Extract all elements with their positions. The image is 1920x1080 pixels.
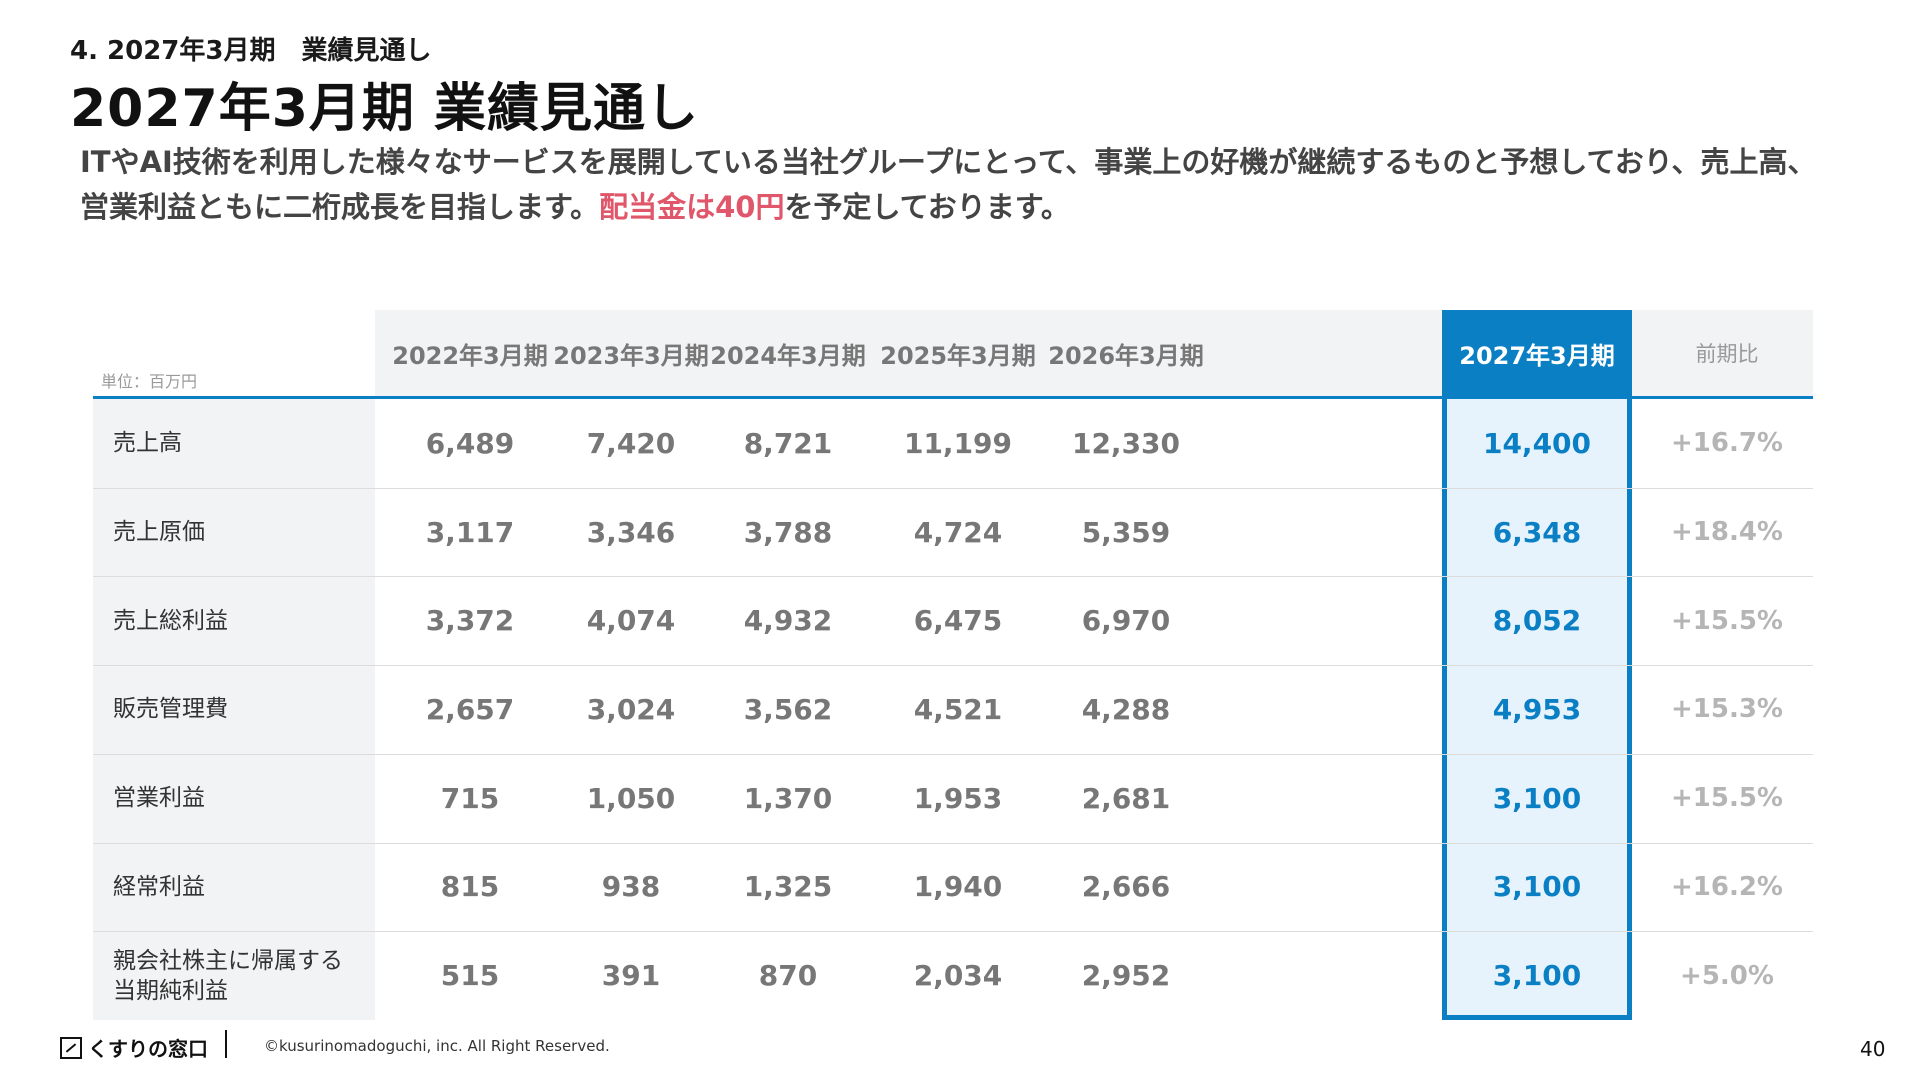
column-header: 2024年3月期	[710, 341, 866, 370]
unit-label: 単位：百万円	[101, 372, 198, 391]
row-label: 営業利益	[113, 785, 205, 812]
table-cell: 515	[440, 959, 500, 993]
header-rule	[93, 396, 1813, 399]
table-cell: 4,521	[913, 692, 1003, 726]
table-cell: 8,052	[1492, 604, 1582, 638]
table-cell: 2,034	[913, 959, 1003, 993]
row-label: 親会社株主に帰属する 当期純利益	[113, 947, 343, 1004]
row-label-bg	[93, 399, 375, 1020]
forecast-table: 単位：百万円 2022年3月期 2023年3月期 2024年3月期 2025年3月期 2…	[93, 310, 1813, 1020]
table-cell: 3,100	[1492, 959, 1582, 993]
section-label: 4. 2027年3月期 業績見通し	[70, 36, 432, 66]
table-cell: 2,666	[1081, 870, 1171, 904]
table-cell: 715	[440, 781, 500, 815]
table-cell: 4,932	[743, 604, 833, 638]
column-header: 2023年3月期	[553, 341, 709, 370]
table-cell: +15.5%	[1671, 605, 1783, 636]
table-cell: 4,074	[586, 604, 676, 638]
table-cell: 5,359	[1081, 515, 1171, 549]
table-cell: 14,400	[1482, 426, 1592, 460]
table-cell: 3,562	[743, 692, 833, 726]
highlight-column	[1442, 310, 1632, 1020]
column-header: 2025年3月期	[880, 341, 1036, 370]
page-title: 2027年3月期 業績見通し	[70, 79, 700, 139]
table-cell: 3,346	[586, 515, 676, 549]
table-cell: 6,348	[1492, 515, 1582, 549]
table-cell: 870	[758, 959, 818, 993]
table-cell: 11,199	[903, 426, 1013, 460]
row-divider	[93, 842, 1813, 844]
table-cell: 815	[440, 870, 500, 904]
column-header: 前期比	[1695, 342, 1759, 366]
table-cell: 1,370	[743, 781, 833, 815]
row-divider	[93, 576, 1813, 578]
table-cell: 6,970	[1081, 604, 1171, 638]
column-header: 2022年3月期	[392, 341, 548, 370]
row-label: 売上総利益	[113, 607, 228, 634]
copyright: ©kusurinomadoguchi, inc. All Right Reser…	[264, 1037, 610, 1055]
table-cell: 4,288	[1081, 692, 1171, 726]
table-cell: 1,940	[913, 870, 1003, 904]
table-cell: 391	[601, 959, 661, 993]
row-divider	[93, 931, 1813, 933]
row-divider	[93, 665, 1813, 667]
lead-text: ITやAI技術を利用した様々なサービスを展開している当社グループにとって、事業上…	[80, 145, 1817, 224]
footer-divider	[225, 1030, 227, 1058]
page-number: 40	[1860, 1037, 1886, 1061]
table-cell: 3,100	[1492, 781, 1582, 815]
table-cell: 3,372	[425, 604, 515, 638]
table-cell: 8,721	[743, 426, 833, 460]
table-cell: 3,117	[425, 515, 515, 549]
table-cell: +16.7%	[1671, 428, 1783, 459]
table-cell: 12,330	[1071, 426, 1181, 460]
table-cell: +15.5%	[1671, 783, 1783, 814]
table-cell: 3,024	[586, 692, 676, 726]
table-cell: 1,953	[913, 781, 1003, 815]
logo-text: くすりの窓口	[88, 1037, 208, 1061]
dividend-highlight: 配当金は40円	[599, 190, 785, 224]
footer-logo: くすりの窓口	[60, 1033, 208, 1062]
table-cell: 4,953	[1492, 692, 1582, 726]
window-logo-icon	[60, 1036, 82, 1059]
table-cell: 4,724	[913, 515, 1003, 549]
row-divider	[93, 487, 1813, 489]
table-cell: 2,657	[425, 692, 515, 726]
table-cell: 6,489	[425, 426, 515, 460]
column-header: 2027年3月期	[1442, 310, 1632, 396]
table-cell: +5.0%	[1680, 960, 1774, 991]
table-cell: 7,420	[586, 426, 676, 460]
row-label: 売上原価	[113, 519, 205, 546]
table-cell: 2,952	[1081, 959, 1171, 993]
row-label: 売上高	[113, 430, 182, 457]
table-cell: 3,100	[1492, 870, 1582, 904]
table-cell: 1,050	[586, 781, 676, 815]
row-label: 経常利益	[113, 873, 205, 900]
table-cell: 6,475	[913, 604, 1003, 638]
row-label: 販売管理費	[113, 696, 228, 723]
table-cell: +16.2%	[1671, 871, 1783, 902]
table-cell: +15.3%	[1671, 694, 1783, 725]
column-header: 2026年3月期	[1048, 341, 1204, 370]
lead-paragraph: ITやAI技術を利用した様々なサービスを展開している当社グループにとって、事業上…	[80, 140, 1840, 230]
lead-text-end: を予定しております。	[784, 190, 1070, 224]
table-cell: 2,681	[1081, 781, 1171, 815]
table-cell: 938	[601, 870, 661, 904]
row-divider	[93, 753, 1813, 755]
table-cell: 1,325	[743, 870, 833, 904]
table-cell: +18.4%	[1671, 517, 1783, 548]
table-cell: 3,788	[743, 515, 833, 549]
